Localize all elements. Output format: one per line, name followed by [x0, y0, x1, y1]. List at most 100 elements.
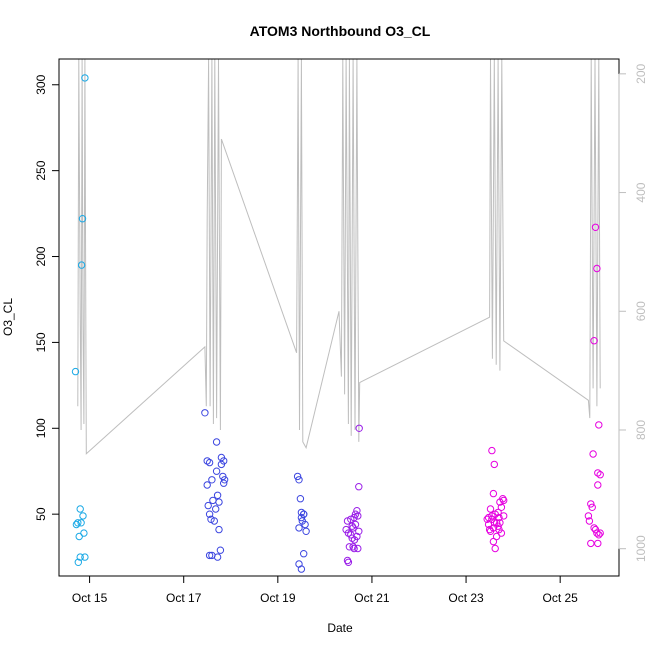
data-point	[349, 543, 357, 551]
data-point	[591, 223, 600, 232]
data-point	[76, 553, 84, 561]
data-point	[208, 476, 216, 484]
x-tick-label: Oct 17	[166, 591, 202, 605]
data-point	[497, 503, 506, 511]
data-point	[353, 532, 361, 541]
data-point	[77, 519, 85, 527]
data-point	[594, 539, 602, 548]
data-point	[594, 481, 602, 489]
data-point	[494, 522, 502, 530]
data-point	[79, 512, 87, 520]
data-point	[296, 495, 305, 503]
data-point	[353, 507, 361, 515]
x-axis-label: Date	[327, 621, 353, 635]
data-point	[80, 529, 88, 537]
y-left-tick-label: 250	[34, 160, 48, 180]
data-point	[212, 467, 221, 475]
data-point	[295, 476, 303, 484]
data-point	[348, 534, 356, 542]
data-point	[293, 472, 302, 481]
data-point	[489, 524, 498, 532]
x-tick-label: Oct 19	[260, 591, 296, 605]
y-left-tick-label: 50	[34, 507, 48, 521]
data-point	[220, 457, 228, 465]
data-point	[81, 74, 89, 82]
y-right-tick-label: 600	[634, 301, 648, 321]
data-point	[300, 550, 308, 558]
data-point	[201, 409, 209, 417]
data-point	[345, 543, 354, 551]
data-point	[203, 481, 211, 489]
data-point	[500, 512, 508, 520]
data-point	[215, 498, 223, 506]
x-tick-label: Oct 25	[542, 591, 578, 605]
data-point	[355, 424, 363, 432]
data-point	[355, 483, 363, 491]
data-point	[81, 553, 89, 561]
data-point	[588, 503, 596, 511]
data-point	[589, 450, 597, 458]
data-point	[587, 539, 595, 548]
data-point	[596, 471, 604, 479]
data-point	[350, 544, 358, 553]
data-point	[488, 515, 496, 523]
data-point	[488, 446, 496, 455]
data-point	[351, 510, 360, 518]
data-point	[354, 512, 362, 520]
data-point	[72, 520, 81, 529]
data-point	[205, 510, 214, 518]
y-right-tick-label: 1000	[634, 535, 648, 562]
data-point	[351, 520, 360, 529]
scatter-points	[71, 74, 604, 573]
data-point	[75, 532, 83, 541]
data-point	[297, 565, 306, 573]
data-point	[491, 510, 499, 518]
data-point	[212, 505, 220, 513]
data-point	[350, 513, 358, 522]
data-point	[302, 527, 310, 535]
y-right-tick-label: 800	[634, 420, 648, 440]
data-point	[587, 500, 595, 508]
data-point	[213, 553, 222, 561]
data-point	[301, 520, 309, 529]
data-point	[205, 458, 214, 467]
data-point	[490, 460, 498, 469]
altitude-line	[77, 59, 601, 455]
data-point	[212, 438, 221, 446]
data-point	[593, 264, 601, 273]
data-point	[591, 525, 600, 534]
data-point	[596, 529, 604, 537]
y-left-tick-label: 150	[34, 332, 48, 352]
plot-area: Oct 15 Oct 17 Oct 19 Oct 21 Oct 23 Oct 25 50 10…	[34, 58, 648, 605]
data-point	[590, 337, 598, 345]
data-point	[78, 215, 87, 223]
x-tick-label: Oct 21	[354, 591, 390, 605]
data-point	[71, 367, 80, 376]
data-point	[204, 501, 212, 510]
x-tick-label: Oct 23	[448, 591, 484, 605]
data-point	[492, 532, 501, 541]
data-point	[297, 508, 306, 517]
y-left-tick-label: 100	[34, 418, 48, 438]
data-point	[74, 558, 83, 566]
data-point	[595, 531, 603, 539]
data-point	[590, 524, 598, 532]
data-point	[486, 505, 495, 513]
data-point	[220, 479, 228, 487]
y-left-tick-label: 300	[34, 74, 48, 94]
data-point	[584, 512, 593, 520]
data-point	[213, 491, 222, 499]
data-point	[77, 261, 86, 269]
data-point	[595, 421, 603, 429]
y-right-tick-label: 200	[634, 64, 648, 84]
data-point	[491, 544, 499, 553]
data-point	[205, 551, 214, 560]
data-point	[344, 558, 353, 566]
data-point	[220, 476, 229, 484]
data-point	[489, 537, 498, 546]
data-point	[210, 517, 219, 525]
data-point	[215, 525, 223, 534]
data-point	[295, 524, 303, 532]
